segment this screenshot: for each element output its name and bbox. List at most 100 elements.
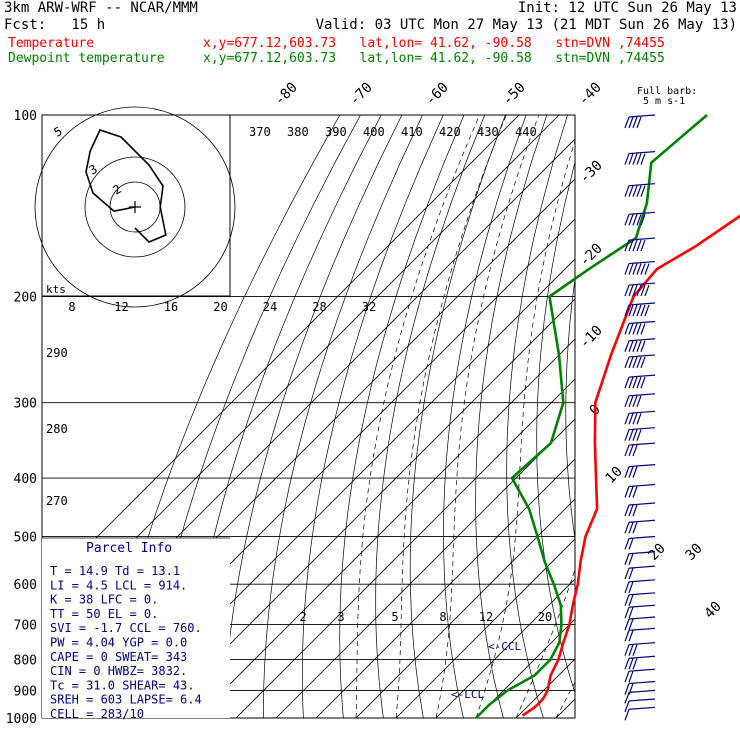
wind-barb-shaft xyxy=(628,689,656,694)
wind-barb-feather xyxy=(624,323,630,335)
isotherm xyxy=(596,115,740,718)
wind-barb-feather xyxy=(624,606,630,619)
wind-barb xyxy=(624,183,656,197)
wind-barb xyxy=(624,483,656,498)
dewpoint-profile xyxy=(475,114,708,719)
dry-adiabat xyxy=(621,115,703,718)
wind-barb xyxy=(624,502,656,517)
wind-barb-feather xyxy=(628,553,634,565)
wind-barb-feather xyxy=(632,644,638,656)
pressure-label-900: 900 xyxy=(14,684,37,699)
wind-barb-feather xyxy=(628,504,634,517)
wind-barb-feather xyxy=(624,630,630,642)
wind-barb-shaft xyxy=(628,535,656,540)
wind-barb-shaft xyxy=(628,282,656,286)
parcel-info-row: TT = 50 EL = 0. xyxy=(50,607,158,621)
theta-label: 400 xyxy=(363,125,385,139)
side-theta-label: 290 xyxy=(46,346,68,360)
wind-barb-feather xyxy=(624,486,630,498)
skew-temp-label: -40 xyxy=(576,80,605,109)
hodograph-kts-tick: 20 xyxy=(213,300,227,314)
pressure-label-600: 600 xyxy=(14,578,37,593)
dry-adiabat xyxy=(409,115,506,718)
parcel-info-row: CAPE = 0 SWEAT= 343 xyxy=(50,650,187,664)
temperature-legend: Temperature xyxy=(8,36,95,51)
wind-barb-feather xyxy=(632,486,638,498)
wind-barb-feather xyxy=(624,670,630,683)
pressure-label-700: 700 xyxy=(14,619,37,634)
dry-adiabat xyxy=(443,115,527,718)
wind-barb-feather xyxy=(624,594,630,607)
dry-adiabat xyxy=(565,276,575,541)
moist-adiabat xyxy=(435,115,540,718)
wind-barb-feather xyxy=(632,356,638,369)
dry-adiabat xyxy=(263,115,423,718)
wind-key-label: Full barb: xyxy=(637,86,697,97)
wind-key-value: 5 m s-1 xyxy=(643,96,685,107)
wind-barb-feather xyxy=(628,658,634,670)
wind-barb-feather xyxy=(624,692,630,704)
wind-barb-feather xyxy=(632,214,638,226)
wind-barb-shaft xyxy=(628,410,656,414)
dry-adiabat xyxy=(339,115,465,718)
wind-barb-feather xyxy=(636,304,642,317)
parcel-info-row: CELL = 283/10 xyxy=(50,707,144,721)
wind-barb-feather xyxy=(640,153,646,165)
wind-barb-shaft xyxy=(628,627,656,631)
wind-barb xyxy=(624,427,656,441)
wind-barb-feather xyxy=(624,644,630,656)
wind-barb xyxy=(624,114,656,129)
wind-barb-feather xyxy=(636,153,642,165)
dry-adiabat xyxy=(699,115,740,718)
wind-barb-feather xyxy=(628,522,634,534)
wind-barb xyxy=(624,655,656,670)
hodograph xyxy=(34,106,236,308)
wind-barb-shaft xyxy=(628,114,656,118)
wind-barb-feather xyxy=(624,356,630,369)
side-theta-label: 280 xyxy=(46,422,68,436)
parcel-info-row: Tc = 31.0 SHEAR= 43. xyxy=(50,678,195,692)
parcel-info-panel xyxy=(42,537,230,718)
dry-adiabat xyxy=(223,115,403,718)
wind-barb-feather xyxy=(640,185,646,197)
skew-temp-label: 10 xyxy=(603,464,626,487)
parcel-info-bg xyxy=(42,538,230,718)
wind-barb-feather xyxy=(640,323,646,335)
wind-barb-shaft xyxy=(628,604,656,608)
hodograph-ring xyxy=(34,106,236,308)
wind-barb xyxy=(624,374,656,389)
wind-barb-shaft xyxy=(628,151,656,155)
wind-barb xyxy=(624,551,656,565)
hodograph-kts-tick: 8 xyxy=(68,300,75,314)
wind-barb-feather xyxy=(624,413,630,425)
wind-barbs xyxy=(624,114,656,721)
wind-barb-feather xyxy=(624,214,630,226)
wind-barb-feather xyxy=(636,395,642,408)
wind-barb-feather xyxy=(624,304,630,317)
wind-barb-feather xyxy=(628,594,634,607)
dry-adiabat xyxy=(594,115,663,718)
pressure-label-500: 500 xyxy=(14,530,37,545)
wind-barb-feather xyxy=(640,304,646,317)
wind-barb xyxy=(624,668,656,683)
wind-barb-feather xyxy=(632,340,638,352)
isotherm xyxy=(555,698,575,718)
temperature-profile xyxy=(521,214,740,717)
forecast-hour: Fcst: 15 h xyxy=(4,17,106,33)
wind-barb-shaft xyxy=(628,183,656,187)
wind-barb-shaft xyxy=(628,320,656,325)
dewpoint-legend: Dewpoint temperature xyxy=(8,51,165,66)
wind-barb-shaft xyxy=(628,668,656,672)
wind-barb-feather xyxy=(628,376,634,389)
wind-barb-feather xyxy=(628,429,634,441)
wind-barb-feather xyxy=(640,263,646,275)
wind-barb xyxy=(624,320,656,335)
wind-barb-feather xyxy=(632,395,638,408)
mixing-ratio-label: 20 xyxy=(538,610,552,624)
mixing-ratio-label: 5 xyxy=(391,610,398,624)
wind-barb-shaft xyxy=(628,616,656,620)
wind-barb-feather xyxy=(636,214,642,226)
wind-barb-feather xyxy=(632,116,638,129)
wind-barb-shaft xyxy=(628,706,656,710)
